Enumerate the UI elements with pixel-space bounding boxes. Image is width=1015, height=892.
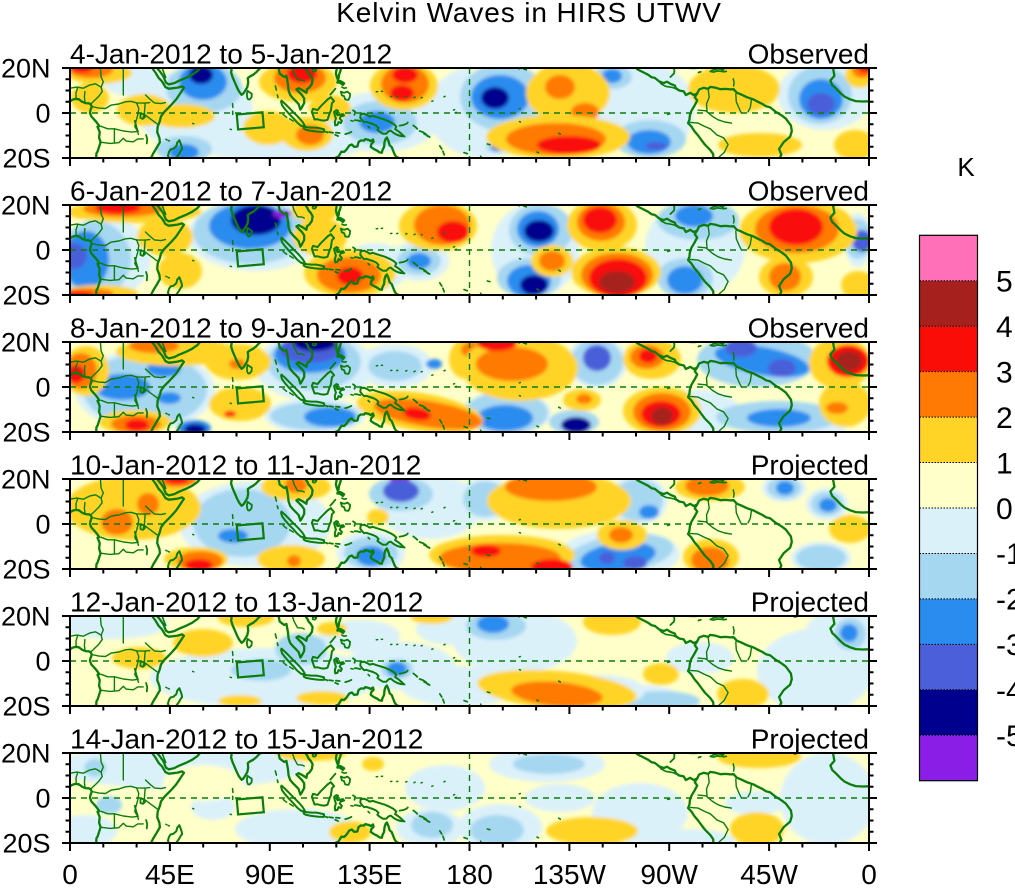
svg-text:45E: 45E <box>145 859 195 887</box>
svg-text:0: 0 <box>35 236 50 266</box>
svg-text:20N: 20N <box>1 602 51 632</box>
svg-text:-4: -4 <box>996 675 1015 708</box>
svg-text:Projected: Projected <box>751 587 869 618</box>
svg-text:135E: 135E <box>337 859 402 887</box>
svg-text:-3: -3 <box>996 629 1015 662</box>
svg-text:20S: 20S <box>2 281 50 311</box>
svg-text:Projected: Projected <box>751 450 869 481</box>
svg-text:0: 0 <box>861 859 877 887</box>
svg-text:90W: 90W <box>640 859 698 887</box>
svg-text:0: 0 <box>35 647 50 677</box>
svg-text:90E: 90E <box>245 859 295 887</box>
svg-text:20N: 20N <box>1 191 51 221</box>
svg-text:2: 2 <box>996 402 1013 435</box>
svg-text:10-Jan-2012 to 11-Jan-2012: 10-Jan-2012 to 11-Jan-2012 <box>70 450 421 481</box>
svg-text:135W: 135W <box>533 859 607 887</box>
svg-text:K: K <box>957 152 975 182</box>
svg-text:20N: 20N <box>1 54 51 84</box>
svg-text:12-Jan-2012 to 13-Jan-2012: 12-Jan-2012 to 13-Jan-2012 <box>70 587 423 618</box>
svg-text:0: 0 <box>35 373 50 403</box>
svg-text:0: 0 <box>62 859 78 887</box>
svg-text:0: 0 <box>35 99 50 129</box>
svg-text:20S: 20S <box>2 829 50 859</box>
svg-text:3: 3 <box>996 357 1013 390</box>
svg-text:20N: 20N <box>1 328 51 358</box>
svg-text:1: 1 <box>996 447 1013 480</box>
svg-text:20N: 20N <box>1 739 51 769</box>
svg-text:Observed: Observed <box>748 313 869 344</box>
svg-text:20S: 20S <box>2 555 50 585</box>
svg-text:180: 180 <box>446 859 493 887</box>
svg-text:Observed: Observed <box>748 176 869 207</box>
svg-text:4-Jan-2012 to 5-Jan-2012: 4-Jan-2012 to 5-Jan-2012 <box>70 39 392 70</box>
svg-text:20S: 20S <box>2 692 50 722</box>
svg-text:Observed: Observed <box>748 39 869 70</box>
svg-text:-2: -2 <box>996 584 1015 617</box>
svg-text:-5: -5 <box>996 720 1015 753</box>
svg-text:5: 5 <box>996 266 1013 299</box>
svg-text:0: 0 <box>996 493 1013 526</box>
svg-text:-1: -1 <box>996 538 1015 571</box>
svg-text:45W: 45W <box>740 859 798 887</box>
svg-text:Projected: Projected <box>751 724 869 755</box>
svg-text:14-Jan-2012 to 15-Jan-2012: 14-Jan-2012 to 15-Jan-2012 <box>70 724 423 755</box>
svg-text:4: 4 <box>996 311 1013 344</box>
svg-text:0: 0 <box>35 510 50 540</box>
svg-text:6-Jan-2012 to 7-Jan-2012: 6-Jan-2012 to 7-Jan-2012 <box>70 176 392 207</box>
svg-text:20S: 20S <box>2 144 50 174</box>
svg-text:Kelvin Waves in HIRS UTWV: Kelvin Waves in HIRS UTWV <box>336 0 722 28</box>
svg-text:0: 0 <box>35 784 50 814</box>
svg-text:8-Jan-2012 to 9-Jan-2012: 8-Jan-2012 to 9-Jan-2012 <box>70 313 392 344</box>
svg-text:20S: 20S <box>2 418 50 448</box>
svg-text:20N: 20N <box>1 465 51 495</box>
